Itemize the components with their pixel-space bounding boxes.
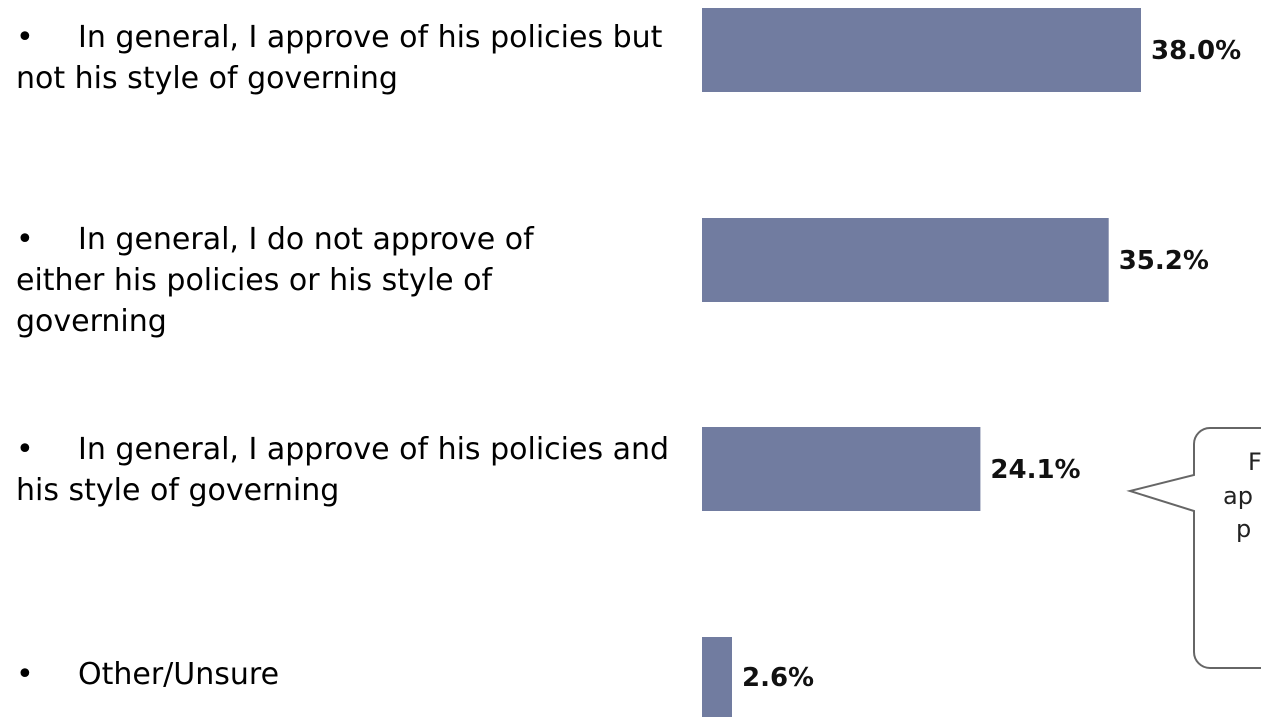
value-label-4: 2.6% (742, 663, 814, 693)
bar-4 (702, 637, 732, 717)
category-label-2: • In general, I do not approve of either … (16, 219, 576, 342)
callout-line-2: ap (1223, 482, 1253, 510)
bar-3 (702, 427, 981, 511)
bar-1 (702, 8, 1141, 92)
callout-shape (1126, 427, 1261, 669)
category-text: In general, I approve of his policies an… (16, 432, 670, 508)
callout-line-3: p (1236, 515, 1251, 543)
bullet: • (16, 657, 34, 692)
category-label-4: • Other/Unsure (16, 654, 686, 695)
bullet: • (16, 432, 34, 467)
category-text: In general, I approve of his policies bu… (16, 20, 663, 96)
value-label-1: 38.0% (1151, 36, 1241, 66)
bullet: • (16, 222, 34, 257)
value-label-3: 24.1% (990, 455, 1080, 485)
bar-2 (702, 218, 1109, 302)
category-label-1: • In general, I approve of his policies b… (16, 17, 686, 99)
value-label-2: 35.2% (1119, 246, 1209, 276)
bars-group (702, 8, 1141, 717)
callout-line-1: F (1248, 448, 1261, 476)
category-label-3: • In general, I approve of his policies a… (16, 429, 686, 511)
value-labels-group: 38.0% 35.2% 24.1% 2.6% (742, 36, 1241, 693)
category-text: Other/Unsure (78, 657, 280, 692)
callout-bubble: F ap p (1126, 427, 1261, 669)
bullet: • (16, 20, 34, 55)
category-text: In general, I do not approve of either h… (16, 222, 534, 339)
